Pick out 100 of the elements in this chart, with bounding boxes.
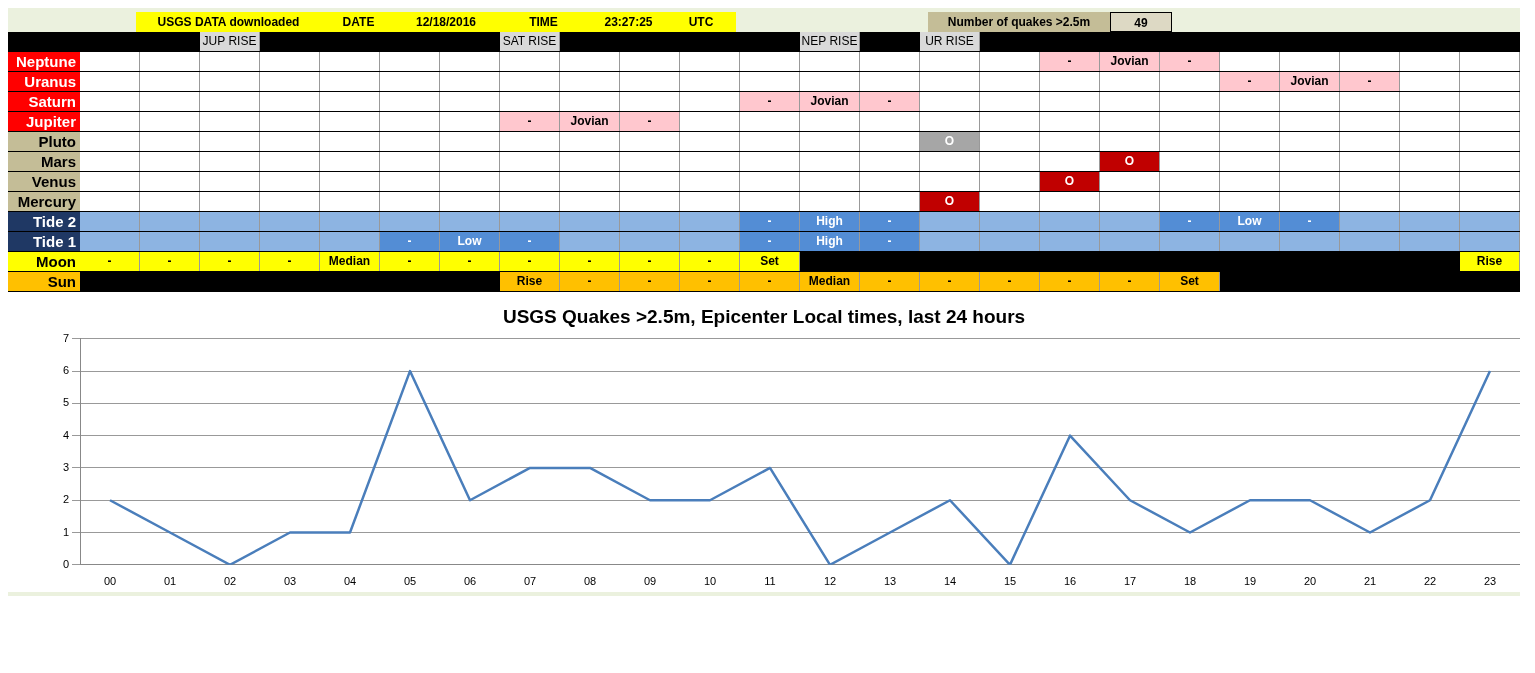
x-tick-label: 09 bbox=[643, 575, 657, 588]
category-label: Saturn bbox=[28, 93, 76, 110]
category-label: Tide 1 bbox=[32, 233, 76, 250]
y-tick-label: 1 bbox=[62, 525, 69, 538]
x-tick-label: 15 bbox=[1003, 575, 1017, 588]
text: Median bbox=[328, 254, 371, 268]
x-tick-label: 19 bbox=[1243, 575, 1257, 588]
x-tick-label: 14 bbox=[943, 575, 957, 588]
x-tick-label: 16 bbox=[1063, 575, 1077, 588]
y-tick-label: 7 bbox=[62, 331, 69, 344]
text: - bbox=[767, 234, 772, 248]
category-label: Venus bbox=[31, 173, 76, 190]
x-tick-label: 05 bbox=[403, 575, 417, 588]
category-label: Moon bbox=[36, 253, 76, 270]
text: - bbox=[107, 254, 112, 268]
x-tick-label: 08 bbox=[583, 575, 597, 588]
text: O bbox=[944, 194, 955, 208]
text: UTC bbox=[666, 12, 736, 32]
text: - bbox=[1367, 74, 1372, 88]
text: Number of quakes >2.5m bbox=[928, 12, 1110, 32]
text: - bbox=[1307, 214, 1312, 228]
text: - bbox=[1067, 54, 1072, 68]
text: - bbox=[527, 114, 532, 128]
category-label: Tide 2 bbox=[32, 213, 76, 230]
text: - bbox=[1187, 214, 1192, 228]
x-tick-label: 22 bbox=[1423, 575, 1437, 588]
text: Set bbox=[1180, 274, 1199, 288]
text: DATE bbox=[321, 12, 396, 32]
text: Jovian bbox=[810, 94, 849, 108]
x-tick-label: 11 bbox=[764, 575, 776, 588]
text: TIME bbox=[496, 12, 591, 32]
chart-title: USGS Quakes >2.5m, Epicenter Local times, last 24 hours bbox=[502, 305, 1026, 327]
text: - bbox=[947, 274, 952, 288]
x-tick-label: 10 bbox=[703, 575, 717, 588]
text: - bbox=[1247, 74, 1252, 88]
text: - bbox=[767, 274, 772, 288]
text: Rise bbox=[1476, 254, 1503, 268]
text: - bbox=[527, 254, 532, 268]
y-tick-label: 5 bbox=[62, 396, 69, 409]
category-label: Neptune bbox=[16, 53, 76, 70]
text: Set bbox=[760, 254, 779, 268]
text: Low bbox=[457, 234, 482, 248]
text: - bbox=[227, 254, 232, 268]
text: 23:27:25 bbox=[591, 12, 666, 32]
text: Jovian bbox=[1290, 74, 1329, 88]
text: - bbox=[287, 254, 292, 268]
y-tick-label: 2 bbox=[62, 493, 69, 506]
text: - bbox=[887, 214, 892, 228]
text: O bbox=[1124, 154, 1135, 168]
x-tick-label: 12 bbox=[823, 575, 837, 588]
text: - bbox=[887, 274, 892, 288]
x-tick-label: 07 bbox=[523, 575, 537, 588]
x-tick-label: 21 bbox=[1363, 575, 1377, 588]
text: - bbox=[1067, 274, 1072, 288]
category-label: Jupiter bbox=[25, 113, 76, 130]
text: Median bbox=[808, 274, 851, 288]
text: 49 bbox=[1110, 12, 1172, 32]
text: - bbox=[887, 94, 892, 108]
text: - bbox=[647, 114, 652, 128]
text: Jovian bbox=[570, 114, 609, 128]
x-tick-label: 20 bbox=[1303, 575, 1317, 588]
y-tick-label: 3 bbox=[62, 460, 69, 473]
category-label: Mars bbox=[40, 153, 76, 170]
text: O bbox=[944, 134, 955, 148]
x-tick-label: 17 bbox=[1123, 575, 1137, 588]
text: - bbox=[887, 234, 892, 248]
text: High bbox=[816, 234, 843, 248]
x-tick-label: 13 bbox=[883, 575, 897, 588]
category-label: Sun bbox=[47, 273, 76, 290]
text: - bbox=[407, 234, 412, 248]
y-tick-label: 6 bbox=[62, 364, 69, 377]
text: O bbox=[1064, 174, 1075, 188]
y-tick-label: 4 bbox=[62, 428, 69, 441]
text: JUP RISE bbox=[202, 34, 257, 48]
category-label: Pluto bbox=[38, 133, 76, 150]
text: NEP RISE bbox=[801, 34, 858, 48]
text: - bbox=[1127, 274, 1132, 288]
text: - bbox=[707, 254, 712, 268]
text: - bbox=[587, 274, 592, 288]
text: - bbox=[467, 254, 472, 268]
text: - bbox=[1187, 54, 1192, 68]
x-tick-label: 06 bbox=[463, 575, 477, 588]
text: Low bbox=[1237, 214, 1262, 228]
x-tick-label: 00 bbox=[103, 575, 117, 588]
x-tick-label: 04 bbox=[343, 575, 357, 588]
text: - bbox=[527, 234, 532, 248]
text: - bbox=[767, 214, 772, 228]
text: - bbox=[587, 254, 592, 268]
x-tick-label: 23 bbox=[1483, 575, 1497, 588]
x-tick-label: 01 bbox=[163, 575, 177, 588]
text: - bbox=[407, 254, 412, 268]
text: - bbox=[167, 254, 172, 268]
x-tick-label: 02 bbox=[223, 575, 237, 588]
text: UR RISE bbox=[925, 34, 974, 48]
text: - bbox=[647, 274, 652, 288]
text: - bbox=[707, 274, 712, 288]
text: - bbox=[647, 254, 652, 268]
text: 12/18/2016 bbox=[396, 12, 496, 32]
text: SAT RISE bbox=[502, 34, 557, 48]
text: Jovian bbox=[1110, 54, 1149, 68]
